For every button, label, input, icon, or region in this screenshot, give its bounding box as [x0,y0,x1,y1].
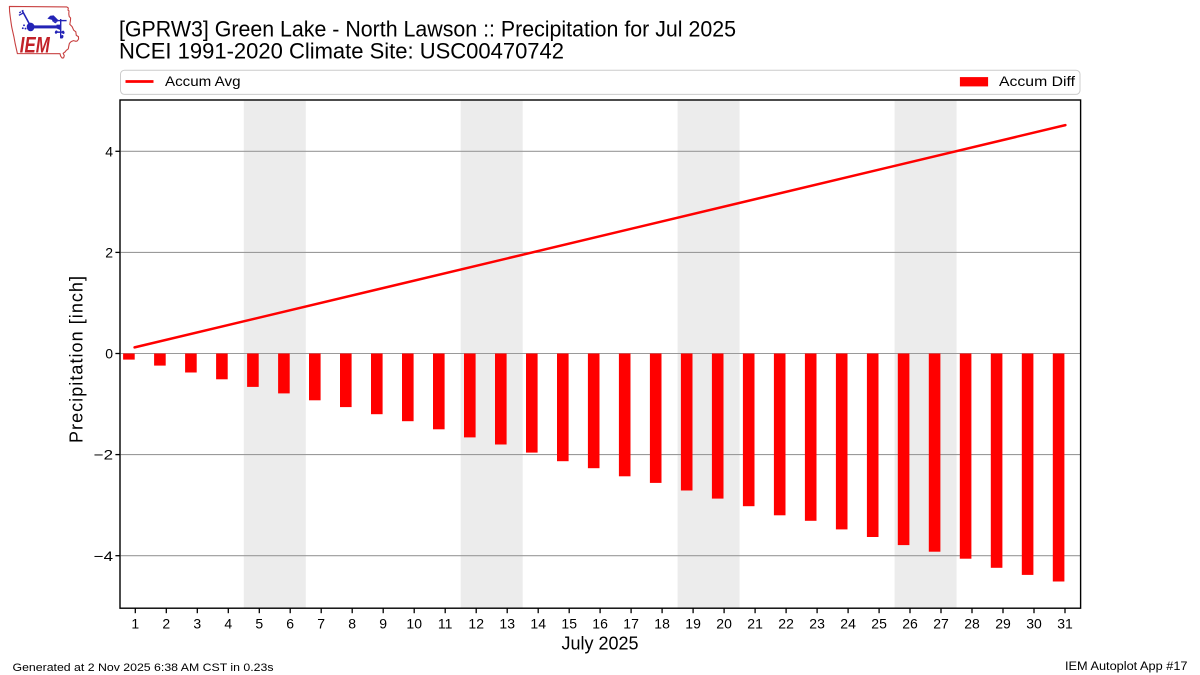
svg-text:[GPRW3] Green Lake - North Law: [GPRW3] Green Lake - North Lawson :: Pre… [119,16,736,41]
svg-text:31: 31 [1057,615,1073,631]
svg-text:Accum Avg: Accum Avg [165,73,241,89]
svg-text:13: 13 [499,615,515,631]
svg-text:10: 10 [406,615,422,631]
svg-text:NCEI 1991-2020 Climate Site: U: NCEI 1991-2020 Climate Site: USC00470742 [119,39,564,64]
svg-text:29: 29 [995,615,1011,631]
svg-text:2: 2 [162,615,170,631]
svg-text:9: 9 [379,615,387,631]
svg-text:IEM: IEM [20,33,50,58]
svg-text:24: 24 [840,615,856,631]
svg-text:Generated at 2 Nov 2025 6:38 A: Generated at 2 Nov 2025 6:38 AM CST in 0… [13,662,275,674]
svg-text:Precipitation [inch]: Precipitation [inch] [67,275,87,443]
svg-text:21: 21 [747,615,763,631]
svg-text:12: 12 [468,615,484,631]
svg-text:4: 4 [224,615,232,631]
svg-text:16: 16 [592,615,608,631]
svg-text:3: 3 [193,615,201,631]
svg-text:20: 20 [716,615,732,631]
svg-text:22: 22 [778,615,794,631]
svg-text:2: 2 [105,245,113,261]
svg-text:4: 4 [105,143,113,159]
svg-text:−4: −4 [94,548,114,564]
svg-text:19: 19 [685,615,701,631]
svg-text:6: 6 [286,615,294,631]
svg-text:17: 17 [623,615,639,631]
svg-text:18: 18 [654,615,670,631]
svg-text:1: 1 [131,615,139,631]
svg-text:0: 0 [105,346,113,362]
svg-text:30: 30 [1026,615,1042,631]
svg-text:7: 7 [317,615,325,631]
svg-text:15: 15 [561,615,577,631]
svg-text:25: 25 [871,615,887,631]
svg-text:July 2025: July 2025 [562,634,639,654]
svg-text:Accum Diff: Accum Diff [999,73,1075,89]
svg-text:11: 11 [438,615,453,631]
svg-text:IEM Autoplot App #17: IEM Autoplot App #17 [1065,661,1188,673]
svg-text:23: 23 [809,615,825,631]
svg-text:28: 28 [964,615,980,631]
svg-text:26: 26 [902,615,918,631]
svg-text:27: 27 [933,615,949,631]
svg-text:8: 8 [348,615,356,631]
svg-text:5: 5 [255,615,263,631]
svg-text:14: 14 [530,615,546,631]
svg-text:−2: −2 [94,447,114,463]
